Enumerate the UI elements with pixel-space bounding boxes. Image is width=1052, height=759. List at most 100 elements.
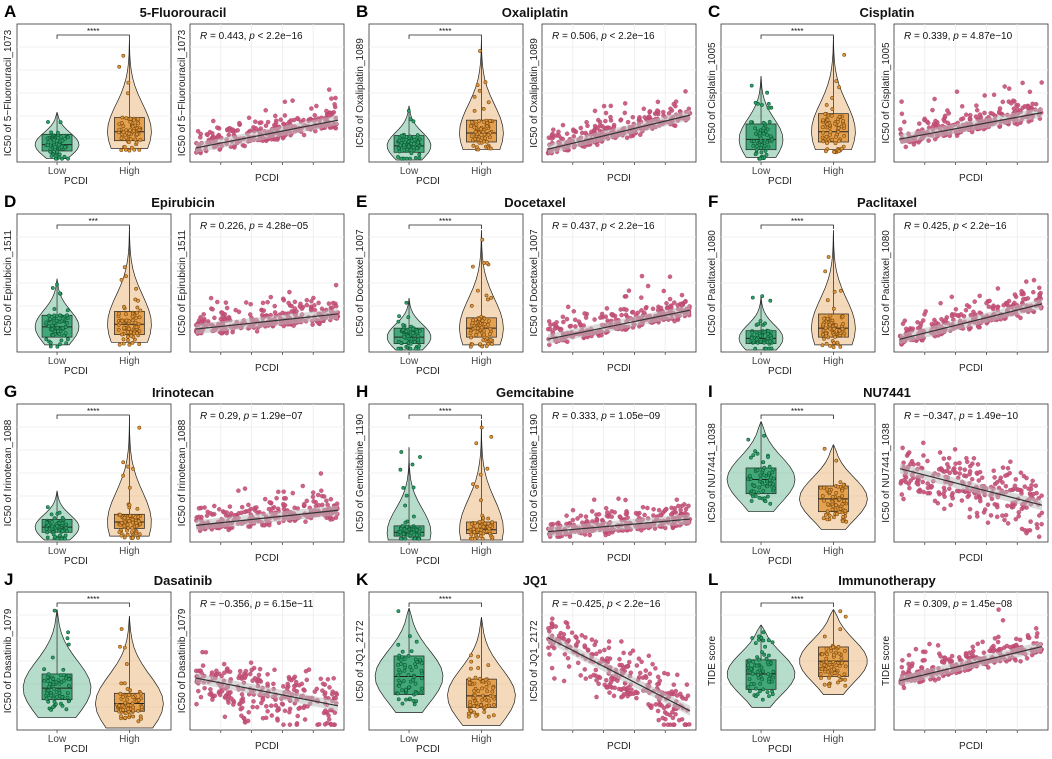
- scatter-point: [646, 653, 652, 659]
- scatter-point: [591, 672, 596, 678]
- group-point-low: [54, 318, 59, 323]
- group-point-high: [472, 125, 477, 130]
- group-point-low: [761, 488, 766, 493]
- group-point-low: [766, 144, 771, 149]
- scatter-point: [295, 713, 300, 719]
- group-point-low: [65, 313, 69, 318]
- scatter-point: [292, 299, 298, 305]
- group-point-low: [761, 131, 766, 136]
- group-point-low: [414, 528, 419, 532]
- scatter-point: [232, 145, 237, 150]
- group-point-high: [134, 286, 139, 291]
- scatter-point: [1006, 86, 1012, 91]
- scatter-point: [236, 488, 241, 493]
- group-point-high: [844, 519, 849, 524]
- scatter-point: [981, 510, 987, 515]
- scatter-point: [641, 106, 647, 112]
- group-point-high: [134, 531, 139, 536]
- scatter-point: [678, 507, 683, 513]
- group-point-high: [137, 147, 142, 152]
- scatter-point: [671, 682, 677, 687]
- scatter-point: [594, 678, 599, 683]
- scatter-point: [196, 688, 201, 694]
- group-point-high: [121, 337, 126, 342]
- scatter-point: [1033, 483, 1039, 488]
- group-point-high: [480, 237, 485, 242]
- group-point-low: [50, 655, 55, 660]
- group-point-high: [484, 685, 489, 689]
- group-point-low: [396, 697, 401, 702]
- group-point-low: [407, 634, 412, 639]
- group-point-high: [489, 434, 494, 439]
- group-point-high: [120, 318, 125, 323]
- scatter-point: [333, 95, 338, 101]
- group-point-low: [748, 474, 752, 478]
- scatter-point: [949, 294, 955, 300]
- group-point-high: [825, 517, 830, 522]
- scatter-point: [685, 693, 691, 698]
- group-point-low: [766, 660, 770, 665]
- r-value: = −0.425,: [559, 599, 607, 610]
- scatter-point: [1016, 510, 1022, 515]
- scatter-point: [652, 111, 658, 116]
- scatter-point: [319, 488, 324, 493]
- scatter-point: [247, 312, 253, 317]
- group-point-high: [126, 334, 130, 339]
- scatter-point: [1024, 475, 1029, 481]
- scatter-point: [988, 513, 994, 518]
- scatter-point: [287, 677, 292, 682]
- scatter-point: [633, 689, 639, 695]
- scatter-point: [196, 514, 202, 520]
- group-point-low: [404, 697, 408, 702]
- group-point-low: [416, 536, 421, 541]
- scatter-point: [1003, 483, 1009, 489]
- group-point-high: [471, 318, 475, 323]
- group-point-high: [131, 708, 136, 713]
- group-point-high: [469, 120, 474, 125]
- scatter-point: [568, 323, 574, 329]
- group-point-high: [487, 703, 491, 708]
- group-point-low: [395, 691, 400, 696]
- correlation-annotation: R = 0.226, p = 4.28e−05: [200, 221, 309, 232]
- scatter-point: [930, 107, 935, 113]
- group-point-high: [472, 536, 477, 541]
- group-y-label: IC50 of Cisplatin_1005: [707, 42, 718, 144]
- group-tick-label-low: Low: [48, 166, 67, 177]
- group-point-low: [753, 126, 758, 131]
- scatter-point: [994, 514, 1000, 520]
- scatter-point: [1012, 292, 1018, 297]
- scatter-point: [926, 138, 931, 143]
- group-point-high: [834, 458, 839, 463]
- scatter-point: [640, 504, 646, 510]
- group-point-high: [128, 513, 133, 518]
- scatter-point: [570, 507, 576, 513]
- group-point-high: [128, 120, 133, 124]
- group-point-low: [765, 331, 770, 336]
- group-point-low: [409, 649, 414, 654]
- group-point-low: [398, 536, 403, 541]
- group-point-low: [761, 126, 766, 131]
- group-point-low: [766, 679, 771, 684]
- group-point-low: [764, 152, 769, 157]
- group-point-high: [131, 714, 136, 719]
- group-point-low: [46, 140, 51, 145]
- scatter-y-label: IC50 of Dasatinib_1079: [177, 608, 188, 713]
- group-point-high: [472, 109, 477, 113]
- scatter-x-label: PCDI: [607, 173, 631, 184]
- group-tick-label-high: High: [119, 734, 140, 745]
- scatter-point: [215, 125, 220, 130]
- scatter-point: [225, 666, 230, 671]
- scatter-point: [272, 667, 277, 673]
- group-point-high: [473, 675, 478, 680]
- group-tick-label-high: High: [471, 734, 492, 745]
- group-point-high: [467, 677, 472, 682]
- group-point-low: [767, 464, 772, 469]
- group-point-high: [485, 297, 490, 302]
- scatter-point: [667, 274, 673, 279]
- group-point-high: [466, 711, 471, 716]
- group-point-low: [61, 667, 66, 672]
- scatter-point: [986, 304, 992, 310]
- group-point-low: [60, 521, 65, 526]
